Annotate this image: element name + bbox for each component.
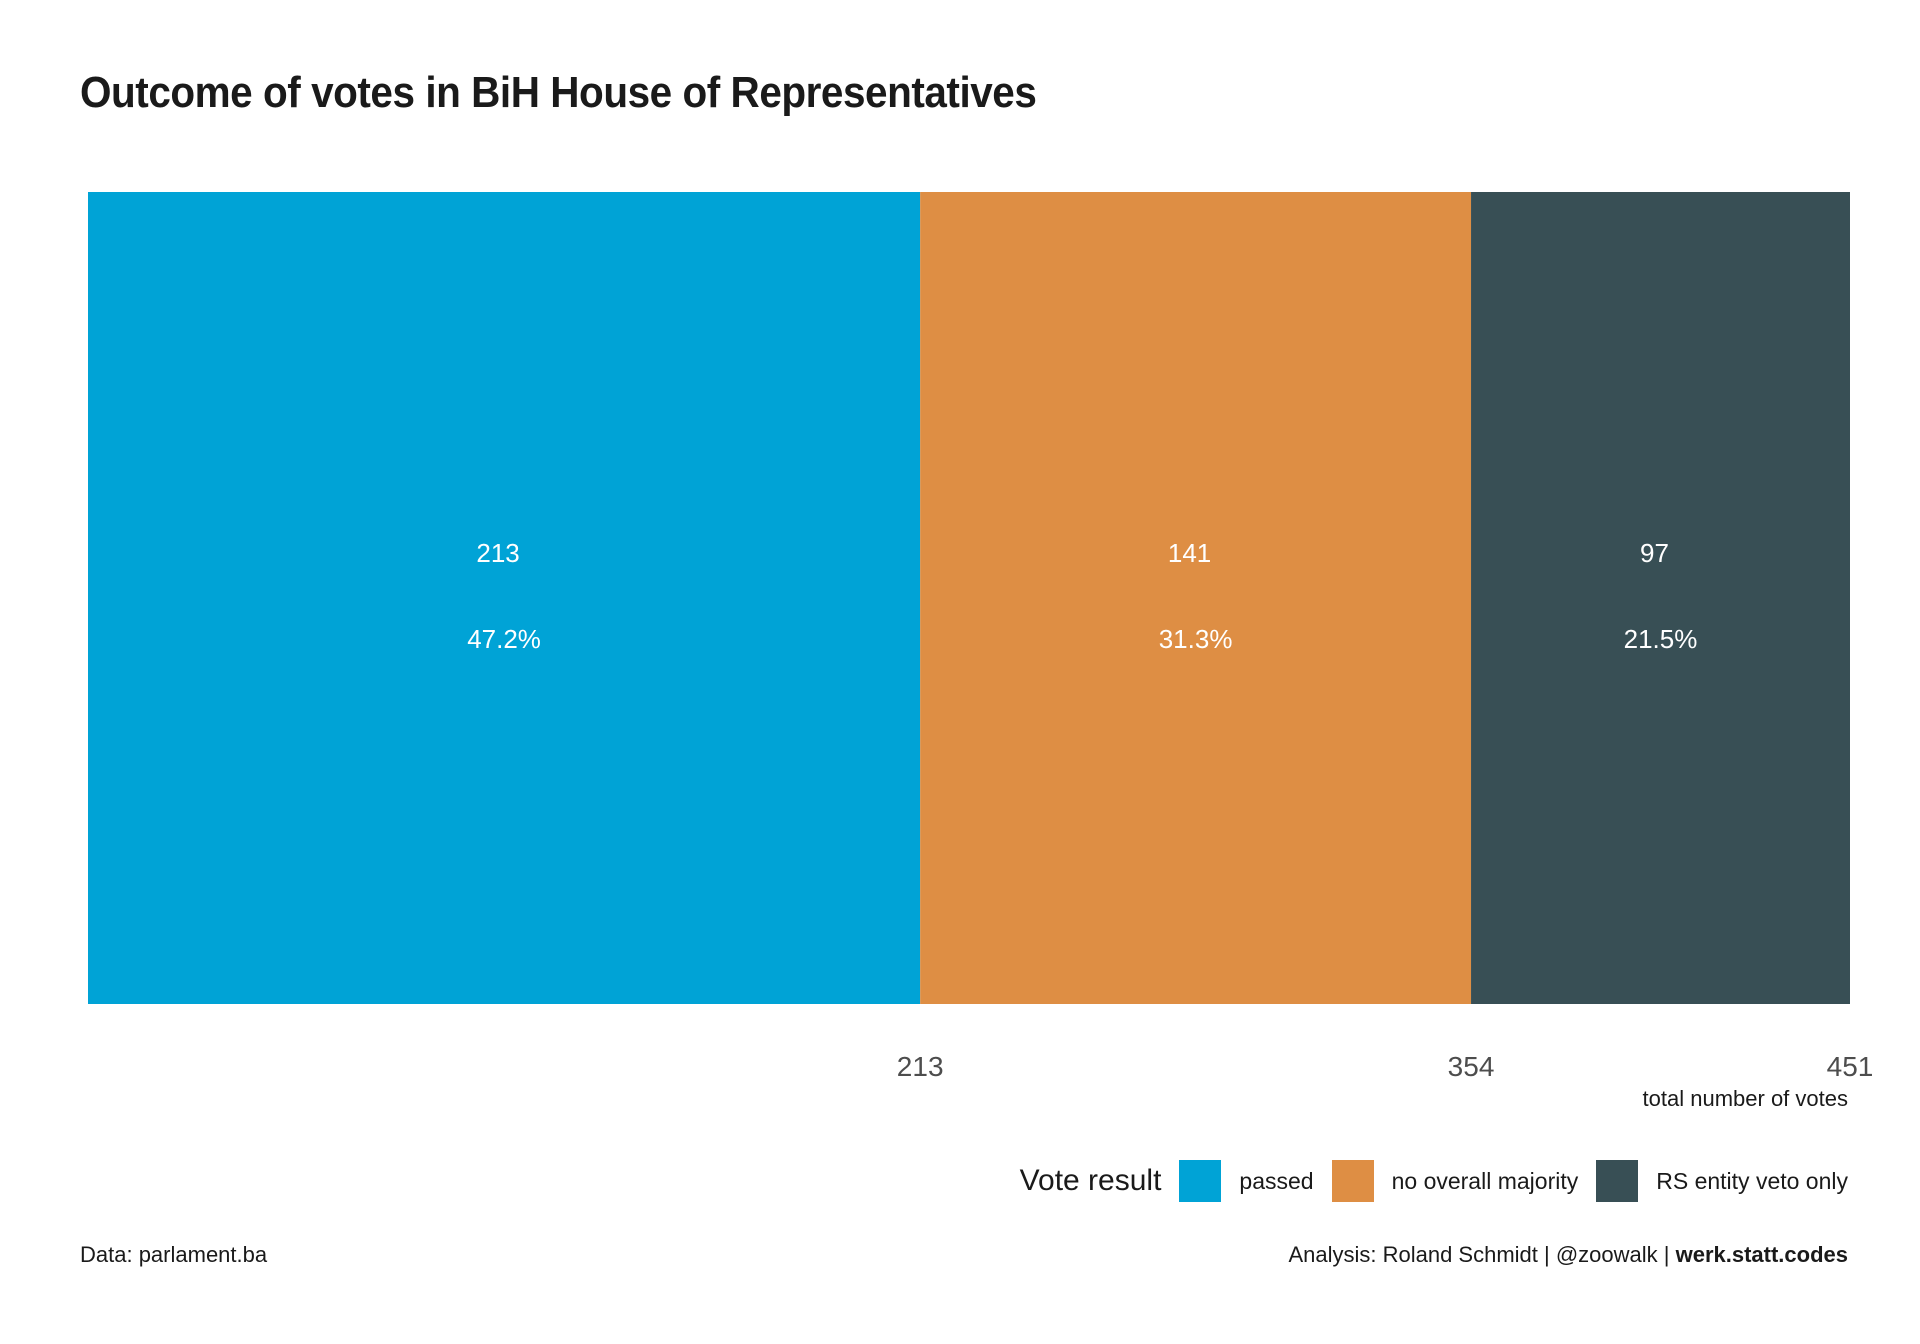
brand-credit: werk.statt.codes [1676, 1242, 1848, 1267]
legend-swatch-rs-entity-veto [1596, 1160, 1638, 1202]
legend-title: Vote result [1020, 1164, 1162, 1198]
legend-label-no-overall-majority: no overall majority [1392, 1168, 1579, 1195]
data-label-percent-rs-entity-veto-only: 21.5% [1624, 624, 1698, 654]
x-tick-label-213: 213 [897, 1051, 944, 1082]
bar-segment-rs-entity-veto-only [1471, 192, 1850, 1004]
analysis-credit: Analysis: Roland Schmidt | @zoowalk | we… [1288, 1242, 1848, 1268]
data-label-count-passed: 213 [476, 538, 519, 568]
legend-swatch-passed [1179, 1160, 1221, 1202]
legend: Vote result passed no overall majority R… [1020, 1160, 1848, 1202]
legend-item-passed: passed [1179, 1160, 1313, 1202]
legend-label-rs-entity-veto: RS entity veto only [1656, 1168, 1848, 1195]
bar-segment-passed [88, 192, 920, 1004]
x-tick-label-354: 354 [1448, 1051, 1495, 1082]
data-label-percent-no-overall-majority: 31.3% [1159, 624, 1233, 654]
analysis-credit-text: Analysis: Roland Schmidt | @zoowalk | [1288, 1242, 1675, 1267]
data-label-percent-passed: 47.2% [467, 624, 541, 654]
legend-item-rs-entity-veto: RS entity veto only [1596, 1160, 1848, 1202]
x-axis-label: total number of votes [1643, 1086, 1848, 1112]
bar-segment-no-overall-majority [920, 192, 1471, 1004]
x-tick-label-451: 451 [1827, 1051, 1874, 1082]
data-label-count-no-overall-majority: 141 [1168, 538, 1211, 568]
legend-item-no-overall-majority: no overall majority [1332, 1160, 1579, 1202]
data-label-count-rs-entity-veto-only: 97 [1640, 538, 1669, 568]
data-source-note: Data: parlament.ba [80, 1242, 267, 1268]
legend-swatch-no-overall-majority [1332, 1160, 1374, 1202]
legend-label-passed: passed [1239, 1168, 1313, 1195]
